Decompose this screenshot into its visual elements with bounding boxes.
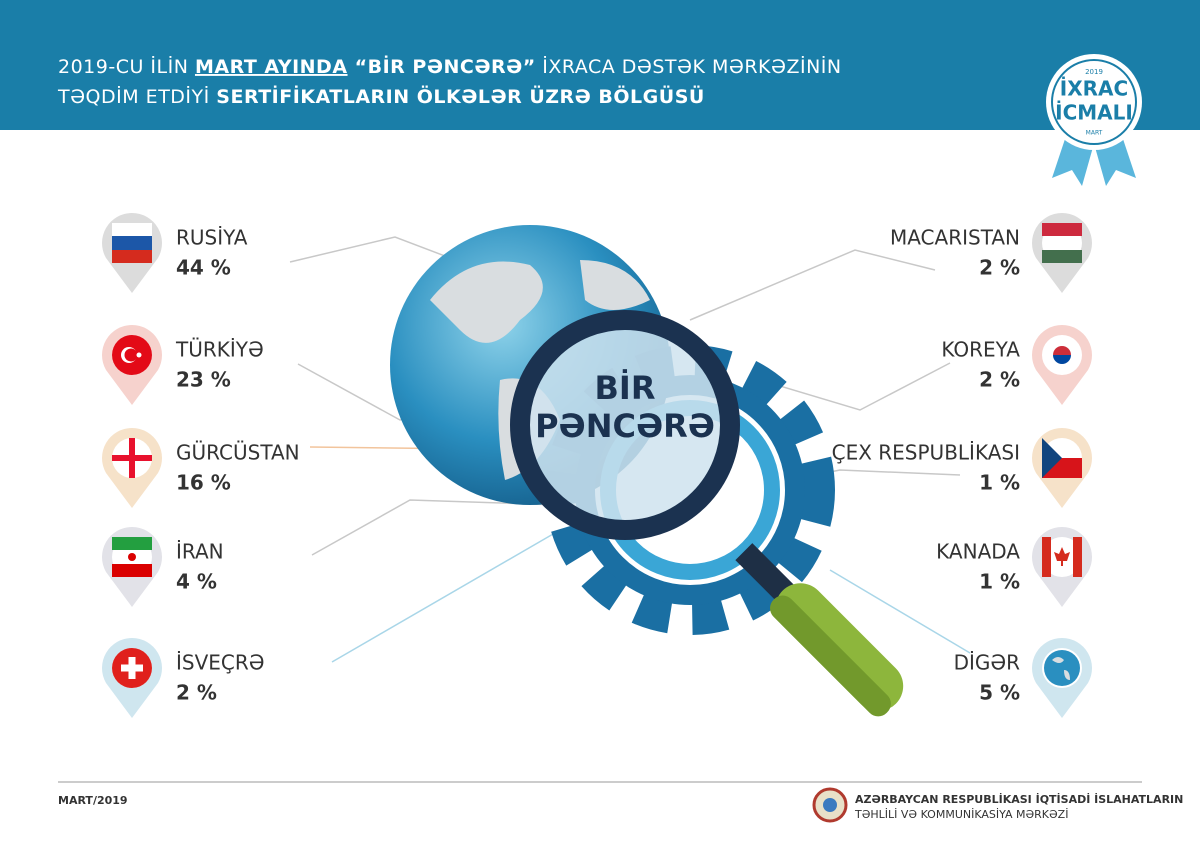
- country-share: 2 %: [176, 681, 217, 705]
- flag: [1042, 223, 1082, 236]
- flag: [112, 564, 152, 577]
- flag: [124, 348, 138, 362]
- title-part: SERTİFİKATLARIN ÖLKƏLƏR ÜZRƏ BÖLGÜSÜ: [216, 84, 705, 108]
- country-share: 44 %: [176, 256, 231, 280]
- flag: [1054, 547, 1070, 566]
- center-text: BİR: [595, 369, 656, 407]
- header-band: [0, 0, 1200, 130]
- footer-logo: [812, 787, 848, 823]
- country-share: 2 %: [979, 256, 1020, 280]
- country-share: 23 %: [176, 368, 231, 392]
- country-name: KOREYA: [941, 338, 1020, 362]
- title-part: TƏQDİM ETDİYİ: [57, 85, 216, 108]
- country-name: MACARISTAN: [890, 226, 1020, 250]
- footer-org: AZƏRBAYCAN RESPUBLİKASI İQTİSADİ İSLAHAT…: [855, 792, 1183, 806]
- flag: [1042, 537, 1051, 577]
- country-name: RUSİYA: [176, 226, 248, 250]
- country-share: 1 %: [979, 471, 1020, 495]
- footer-date: MART/2019: [58, 794, 128, 807]
- country-item: RUSİYA 44 %: [101, 213, 248, 293]
- country-item: İRAN 4 %: [101, 527, 224, 607]
- flag: [112, 236, 152, 250]
- flag: [121, 664, 143, 672]
- flag: [1053, 355, 1071, 364]
- center-text: PƏNCƏRƏ: [535, 407, 715, 445]
- badge-month: MART: [1086, 130, 1103, 137]
- title-line-2: TƏQDİM ETDİYİ SERTİFİKATLARIN ÖLKƏLƏR ÜZ…: [57, 84, 705, 108]
- flag: [1052, 657, 1070, 680]
- country-share: 4 %: [176, 570, 217, 594]
- country-share: 1 %: [979, 570, 1020, 594]
- title-part: 2019-CU İLİN: [58, 55, 195, 78]
- flag: [112, 537, 152, 550]
- badge-text: İXRAC: [1060, 77, 1128, 101]
- flag: [112, 223, 152, 236]
- flag: [112, 455, 152, 461]
- country-item: ÇEX RESPUBLİKASI 1 %: [832, 428, 1092, 508]
- title-part: İXRACA DƏSTƏK MƏRKƏZİNİN: [536, 55, 842, 78]
- badge-text: İCMALI: [1055, 101, 1133, 125]
- title-line-1: 2019-CU İLİN MART AYINDA “BİR PƏNCƏRƏ” İ…: [58, 54, 842, 78]
- flag: [1073, 537, 1082, 577]
- title-part: “BİR PƏNCƏRƏ”: [348, 54, 536, 78]
- country-item: DİGƏR 5 %: [954, 638, 1093, 718]
- flag: [128, 553, 136, 561]
- country-name: TÜRKİYƏ: [175, 338, 264, 362]
- country-share: 2 %: [979, 368, 1020, 392]
- country-item: MACARISTAN 2 %: [890, 213, 1092, 293]
- flag: [136, 352, 142, 358]
- country-name: DİGƏR: [954, 651, 1021, 675]
- flag: [1042, 438, 1062, 478]
- country-list: RUSİYA 44 % TÜRKİYƏ 23 % GÜRCÜSTAN 16 % İRAN 4 …: [101, 213, 1093, 718]
- globe-illustration: BİR PƏNCƏRƏ: [390, 225, 904, 717]
- country-share: 5 %: [979, 681, 1020, 705]
- country-name: KANADA: [936, 540, 1020, 564]
- badge-year: 2019: [1085, 68, 1103, 76]
- flag: [1042, 250, 1082, 263]
- country-item: KOREYA 2 %: [941, 325, 1092, 405]
- badge: 2019 İXRAC İCMALI MART: [1046, 54, 1142, 186]
- flag: [1053, 346, 1071, 355]
- flag: [112, 250, 152, 263]
- country-name: GÜRCÜSTAN: [176, 441, 300, 465]
- country-item: KANADA 1 %: [936, 527, 1093, 607]
- country-name: ÇEX RESPUBLİKASI: [832, 441, 1020, 465]
- country-item: GÜRCÜSTAN 16 %: [101, 428, 300, 508]
- country-item: TÜRKİYƏ 23 %: [101, 325, 264, 405]
- flag: [1044, 650, 1080, 686]
- footer-org: TƏHLİLİ VƏ KOMMUNİKASİYA MƏRKƏZİ: [854, 808, 1068, 821]
- country-name: İRAN: [176, 540, 224, 564]
- country-name: İSVEÇRƏ: [176, 651, 265, 675]
- country-share: 16 %: [176, 471, 231, 495]
- country-item: İSVEÇRƏ 2 %: [101, 638, 265, 718]
- title-part: MART AYINDA: [195, 56, 348, 78]
